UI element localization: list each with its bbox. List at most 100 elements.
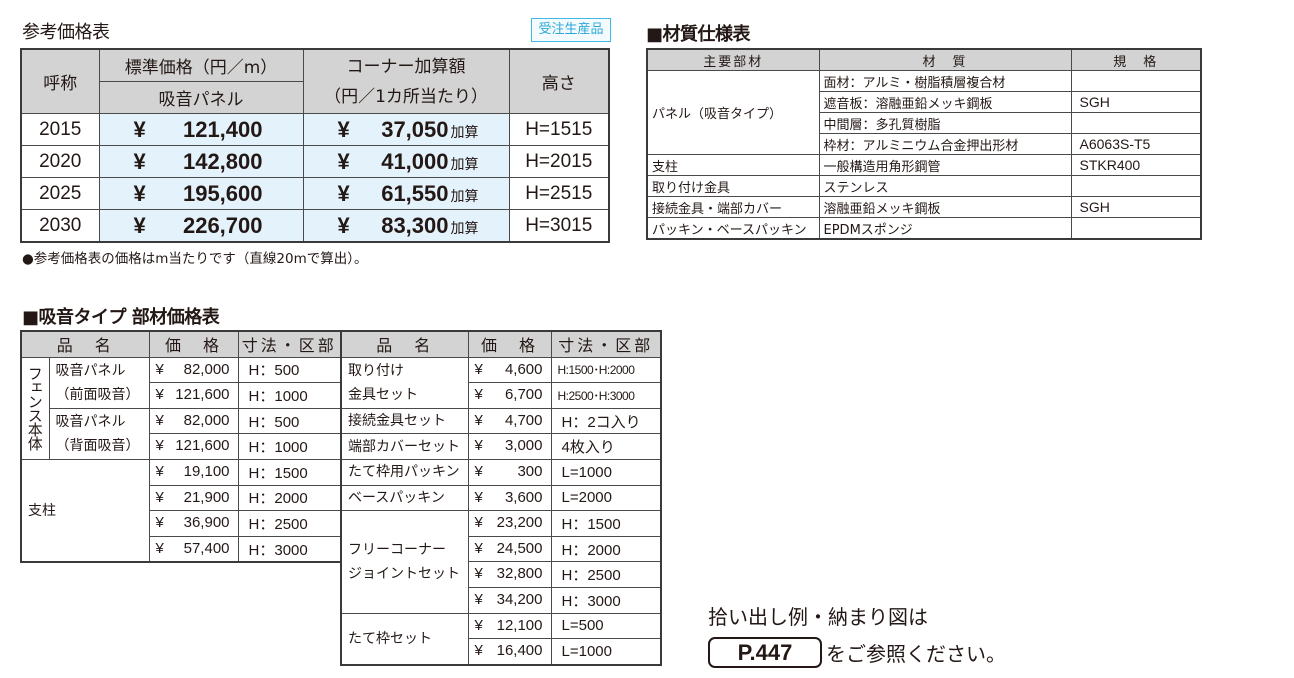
yen-symbol: ¥ <box>474 616 483 634</box>
price-value: 4,600 <box>504 360 543 378</box>
yen-symbol: ¥ <box>474 539 483 557</box>
table-row: 接続金具・端部カバー 溶融亜鉛メッキ鋼板 SGH <box>646 196 1202 218</box>
part-cell: 支柱 <box>646 154 820 176</box>
price-value: 32,800 <box>496 565 543 583</box>
spec-cell <box>1070 70 1202 92</box>
table-row: たて枠セット ¥12,100 L=500 <box>340 612 662 666</box>
height-cell: H=2015 <box>508 145 610 178</box>
yen-symbol: ¥ <box>474 642 483 660</box>
height-cell: H=1515 <box>508 113 610 146</box>
size-cell: H：2000 <box>237 484 342 512</box>
price-cell: ¥34,200 <box>467 586 552 614</box>
price-cell: ¥19,100 <box>148 458 239 486</box>
column-header: 規 格 <box>1070 48 1202 71</box>
yen-symbol: ¥ <box>133 117 146 142</box>
part-cell: パッキン・ベースパッキン <box>646 217 820 240</box>
price-cell: ¥3,600 <box>467 484 552 512</box>
price-value: 82,000 <box>183 360 230 378</box>
price-value: 195,600 <box>182 181 263 206</box>
part-cell: 接続金具・端部カバー <box>646 196 820 218</box>
yen-symbol: ¥ <box>133 213 146 238</box>
price-value: 4,700 <box>504 411 543 429</box>
table-row: パッキン・ベースパッキン EPDMスポンジ <box>646 217 1202 240</box>
nominal-cell: 2020 <box>20 145 100 178</box>
table-row: ¥121,600 H：1000 <box>21 433 342 460</box>
item-name-cell: 支柱 <box>20 458 150 563</box>
size-cell: H：2500 <box>237 510 342 537</box>
nominal-cell: 2015 <box>20 113 100 146</box>
table-row: 接続金具セット ¥4,700 H：2コ入り <box>340 407 662 435</box>
parts-table-title: ■吸音タイプ 部材価格表 <box>22 307 220 328</box>
table-row: 吸音パネル （背面吸音） ¥82,000 H：500 <box>21 407 342 460</box>
price-cell: ¥12,100 <box>467 612 552 640</box>
yen-symbol: ¥ <box>155 539 164 557</box>
header-corner-line1: コーナー加算額 <box>346 56 466 77</box>
spec-cell: SGH <box>1070 91 1202 113</box>
size-cell: H：3000 <box>237 535 342 563</box>
table-row: ¥6,700 H:2500･H:3000 <box>341 382 662 409</box>
table-row: フリーコーナー ジョイントセット ¥23,200 H：1500 <box>340 510 662 614</box>
table-row: ¥57,400 H：3000 <box>21 535 342 563</box>
price-cell: ¥300 <box>467 458 552 486</box>
spec-cell: STKR400 <box>1070 154 1202 176</box>
table-row: 端部カバーセット ¥3,000 4枚入り <box>340 433 662 460</box>
yen-symbol: ¥ <box>474 360 483 378</box>
price-value: 83,300 <box>381 213 449 238</box>
price-value: 6,700 <box>504 386 543 404</box>
price-value: 226,700 <box>182 213 263 238</box>
header-std-price: 標準価格（円／m） <box>98 48 304 82</box>
part-cell: パネル（吸音タイプ） <box>646 70 820 155</box>
price-cell: ¥121,600 <box>148 382 239 409</box>
parts-price-table-right: 品 名価 格寸法・区部 取り付け 金具セット ¥4,600 H:1500･H:2000… <box>340 330 662 666</box>
size-cell: L=1000 <box>550 638 662 666</box>
group-cell: フェンス本体 <box>20 356 50 460</box>
table-row: ¥16,400 L=1000 <box>341 638 662 666</box>
price-value: 3,000 <box>504 437 543 455</box>
page-reference-link[interactable]: P.447 <box>708 637 822 668</box>
corner-price-cell: ¥61,550 加算 <box>302 177 510 210</box>
price-value: 16,400 <box>496 642 543 660</box>
yen-symbol: ¥ <box>337 181 350 206</box>
price-cell: ¥23,200 <box>467 510 552 537</box>
item-name-cell: たて枠用パッキン <box>340 458 469 486</box>
nominal-cell: 2025 <box>20 177 100 210</box>
add-label: 加算 <box>450 124 479 140</box>
header-corner-line2: （円／1カ所当たり） <box>324 86 488 107</box>
table-row: ¥21,900 H：2000 <box>21 484 342 512</box>
column-header: 品 名 <box>340 330 469 358</box>
size-cell: H：3000 <box>550 586 662 614</box>
price-cell: ¥4,600 <box>467 356 552 384</box>
table-row: ¥36,900 H：2500 <box>21 510 342 537</box>
yen-symbol: ¥ <box>155 462 164 480</box>
height-cell: H=3015 <box>508 209 610 243</box>
item-name-cell: ベースパッキン <box>340 484 469 512</box>
material-cell: 面材：アルミ・樹脂積層複合材 <box>818 70 1072 92</box>
yen-symbol: ¥ <box>474 488 483 506</box>
table-row: パネル（吸音タイプ） 面材：アルミ・樹脂積層複合材 <box>646 70 1202 155</box>
yen-symbol: ¥ <box>474 411 483 429</box>
column-header: 寸法・区部 <box>237 330 342 358</box>
table-row: 取り付け金具 ステンレス <box>646 175 1202 197</box>
price-value: 21,900 <box>183 488 230 506</box>
yen-symbol: ¥ <box>155 488 164 506</box>
price-value: 3,600 <box>504 488 543 506</box>
table-row: たて枠用パッキン ¥300 L=1000 <box>340 458 662 486</box>
parts-price-table-left: 品 名価 格寸法・区部 フェンス本体 吸音パネル （前面吸音） ¥82,000 H：50… <box>20 330 343 564</box>
material-cell: 枠材：アルミニウム合金押出形材 <box>818 133 1072 155</box>
size-cell: H：2500 <box>550 561 662 588</box>
price-cell: ¥4,700 <box>467 407 552 435</box>
price-value: 61,550 <box>381 181 449 206</box>
panel-price-cell: ¥142,800 <box>98 145 304 178</box>
size-cell: L=500 <box>550 612 662 640</box>
reference-text: 拾い出し例・納まり図は <box>708 605 928 629</box>
material-cell: ステンレス <box>818 175 1072 197</box>
yen-symbol: ¥ <box>474 565 483 583</box>
header-nominal: 呼称 <box>20 48 100 114</box>
yen-symbol: ¥ <box>155 360 164 378</box>
table-row: 支柱 一般構造用角形鋼管 STKR400 <box>646 154 1202 176</box>
column-header: 品 名 <box>20 330 150 358</box>
price-value: 41,000 <box>381 149 449 174</box>
add-label: 加算 <box>450 220 479 236</box>
header-panel: 吸音パネル <box>98 81 304 114</box>
